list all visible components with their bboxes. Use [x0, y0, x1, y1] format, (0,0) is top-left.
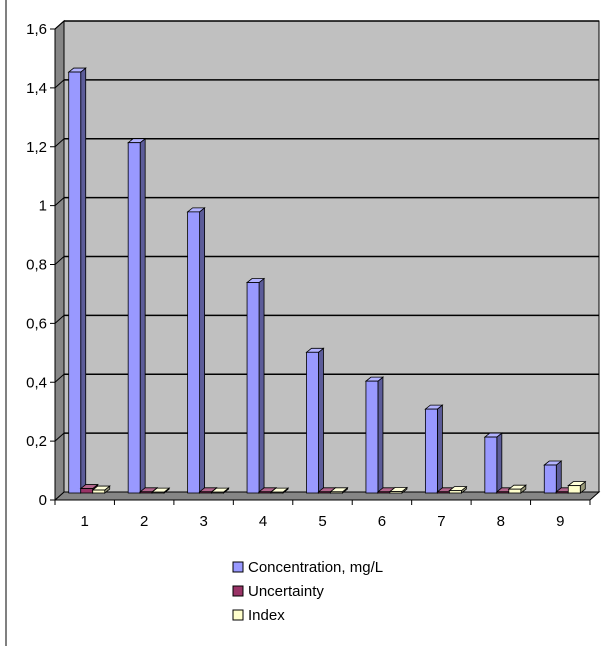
bar [271, 492, 283, 493]
bar-side [259, 279, 264, 493]
bar [128, 143, 140, 493]
bar [556, 492, 568, 493]
y-tick-label: 0,2 [26, 433, 47, 450]
bar [81, 489, 93, 493]
bar [497, 492, 509, 493]
bar [331, 492, 343, 493]
bar [69, 72, 81, 493]
x-tick-label: 1 [81, 513, 89, 530]
y-tick-label: 0,8 [26, 257, 47, 274]
bar [212, 492, 224, 493]
x-tick-label: 8 [497, 513, 505, 530]
bar [437, 492, 449, 493]
y-tick-label: 1,4 [26, 80, 47, 97]
bar-side [200, 208, 205, 493]
y-tick-label: 1,6 [26, 21, 47, 38]
bar [390, 492, 402, 493]
bar [247, 283, 259, 493]
bar [544, 465, 556, 493]
bar [509, 489, 521, 493]
x-tick-label: 2 [140, 513, 148, 530]
bar [152, 492, 164, 493]
x-tick-label: 7 [437, 513, 445, 530]
legend-label: Index [248, 607, 285, 624]
x-tick-label: 5 [318, 513, 326, 530]
y-tick-label: 1 [39, 198, 47, 215]
y-tick-label: 1,2 [26, 139, 47, 156]
bar [378, 492, 390, 493]
bar-side [497, 433, 502, 493]
x-tick-label: 9 [556, 513, 564, 530]
y-tick-label: 0 [39, 492, 47, 509]
x-tick-label: 4 [259, 513, 267, 530]
bar [140, 492, 152, 493]
bar-side [378, 377, 383, 493]
bar [366, 381, 378, 493]
bar [307, 352, 319, 493]
bar [485, 437, 497, 493]
bar [449, 491, 461, 493]
bar [188, 212, 200, 493]
x-tick-label: 3 [199, 513, 207, 530]
bar [568, 486, 580, 493]
bar-side [437, 405, 442, 493]
legend-label: Concentration, mg/L [248, 559, 383, 576]
legend-swatch [233, 562, 243, 572]
bar-side [81, 68, 86, 493]
y-tick-label: 0,6 [26, 315, 47, 332]
legend-label: Uncertainty [248, 583, 324, 600]
bar [319, 492, 331, 493]
bar-side [319, 348, 324, 493]
legend-swatch [233, 586, 243, 596]
bar [93, 490, 105, 493]
bar [425, 409, 437, 493]
bar-side [140, 139, 145, 493]
y-tick-label: 0,4 [26, 374, 47, 391]
bar [259, 492, 271, 493]
legend-swatch [233, 610, 243, 620]
bar [200, 492, 212, 493]
x-tick-label: 6 [378, 513, 386, 530]
